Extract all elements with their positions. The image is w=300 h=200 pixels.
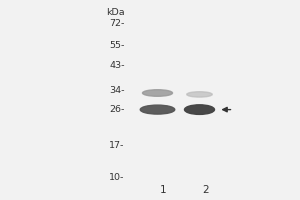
Text: 34-: 34- [109,86,124,95]
Text: 10-: 10- [109,172,124,182]
Ellipse shape [142,90,172,96]
Text: 43-: 43- [109,62,124,71]
Text: 2: 2 [202,185,209,195]
Ellipse shape [184,105,214,114]
Ellipse shape [187,92,212,97]
Ellipse shape [140,105,175,114]
Text: 55-: 55- [109,42,124,50]
Text: 72-: 72- [109,20,124,28]
Text: 26-: 26- [109,104,124,114]
Text: 17-: 17- [109,140,124,149]
Text: kDa: kDa [106,8,124,17]
Text: 1: 1 [160,185,167,195]
